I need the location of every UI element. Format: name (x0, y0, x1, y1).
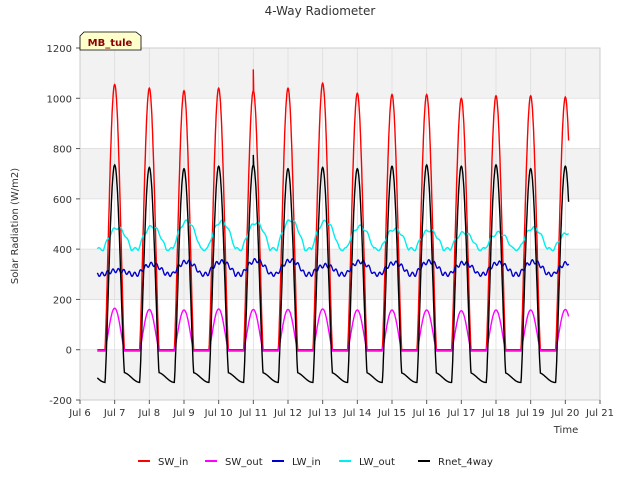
chart-title: 4-Way Radiometer (265, 4, 376, 18)
x-tick-label: Jul 10 (204, 408, 233, 419)
grid-band (80, 48, 600, 99)
legend-label-rnet_4way: Rnet_4way (438, 457, 493, 468)
legend-label-lw_out: LW_out (359, 457, 395, 468)
x-tick-label: Jul 11 (238, 408, 267, 419)
axes: -200 0 200 400 600 800 1000 1200 Jul 6 Jul 7 Jul 8… (47, 44, 614, 419)
site-badge: MB_tule (79, 31, 142, 51)
legend: SW_in SW_out LW_in LW_out Rnet_4way (138, 457, 493, 468)
x-tick-label: Jul 18 (481, 408, 510, 419)
y-tick-label: 1000 (47, 94, 72, 105)
x-tick-label: Jul 8 (138, 408, 161, 419)
x-tick-label: Jul 7 (103, 408, 126, 419)
x-tick-label: Jul 20 (550, 408, 579, 419)
y-tick-label: 200 (53, 295, 72, 306)
y-tick-label: 1200 (47, 44, 72, 55)
y-tick-label: 800 (53, 145, 72, 156)
plot-frame (79, 47, 601, 401)
y-axis-label: Solar Radiation (W/m2) (10, 168, 21, 284)
x-tick-label: Jul 19 (516, 408, 545, 419)
grid-band (80, 148, 600, 199)
x-tick-label: Jul 16 (412, 408, 441, 419)
x-tick-label: Jul 15 (377, 408, 406, 419)
y-tick-label: -200 (49, 396, 72, 407)
y-tick-label: 400 (53, 245, 72, 256)
y-tick-label: 600 (53, 195, 72, 206)
legend-label-sw_in: SW_in (158, 457, 188, 468)
x-axis-label: Time (553, 425, 578, 436)
site-badge-label: MB_tule (88, 38, 133, 49)
x-tick-label: Jul 17 (446, 408, 475, 419)
plot-area (80, 48, 600, 400)
x-tick-label: Jul 21 (585, 408, 614, 419)
grid-band (80, 349, 600, 400)
y-tick-label: 0 (66, 346, 72, 357)
series-line-rnet_4way (96, 154, 570, 384)
plot-background (80, 48, 600, 400)
x-tick-label: Jul 6 (68, 408, 91, 419)
series-layer (96, 69, 570, 384)
x-tick-label: Jul 9 (172, 408, 195, 419)
legend-label-sw_out: SW_out (225, 457, 263, 468)
x-tick-label: Jul 12 (273, 408, 302, 419)
legend-label-lw_in: LW_in (292, 457, 321, 468)
x-tick-label: Jul 14 (342, 408, 371, 419)
x-tick-label: Jul 13 (308, 408, 337, 419)
series-line-lw_out (96, 219, 570, 252)
